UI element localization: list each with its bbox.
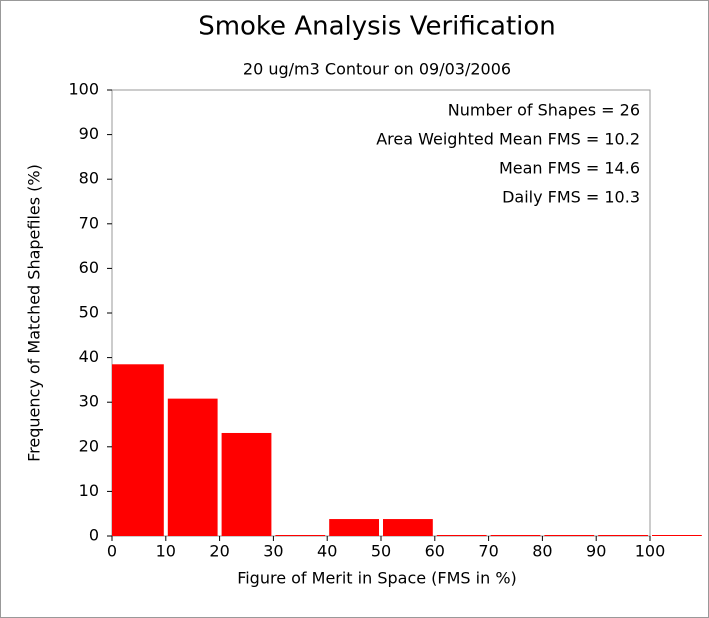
- annotation: Area Weighted Mean FMS = 10.2: [376, 130, 640, 149]
- y-tick-label: 0: [89, 526, 99, 545]
- x-axis-label: Figure of Merit in Space (FMS in %): [237, 569, 517, 588]
- x-tick-label: 80: [532, 542, 552, 561]
- x-tick-label: 30: [263, 542, 283, 561]
- x-tick-label: 100: [635, 542, 666, 561]
- bar: [436, 535, 487, 536]
- y-tick-label: 60: [79, 258, 99, 277]
- bar: [112, 364, 164, 536]
- bar: [275, 535, 326, 536]
- chart-title: Smoke Analysis Verification: [198, 12, 556, 42]
- x-tick-label: 50: [371, 542, 391, 561]
- bar: [383, 519, 433, 536]
- bar: [329, 519, 379, 536]
- y-axis-label: Frequency of Matched Shapefiles (%): [25, 164, 44, 462]
- bar: [544, 535, 595, 536]
- chart-subtitle: 20 ug/m3 Contour on 09/03/2006: [243, 60, 511, 79]
- y-tick-label: 10: [79, 481, 99, 500]
- x-tick-label: 90: [586, 542, 606, 561]
- y-tick-label: 80: [79, 169, 99, 188]
- x-tick-label: 40: [317, 542, 337, 561]
- x-tick-label: 60: [425, 542, 445, 561]
- annotation: Daily FMS = 10.3: [502, 188, 640, 207]
- y-tick-label: 70: [79, 213, 99, 232]
- annotation: Number of Shapes = 26: [448, 101, 640, 120]
- bar: [221, 432, 272, 536]
- y-tick-label: 30: [79, 392, 99, 411]
- annotation: Mean FMS = 14.6: [499, 159, 640, 178]
- y-tick-label: 100: [68, 80, 99, 99]
- y-tick-label: 50: [79, 303, 99, 322]
- x-tick-label: 70: [478, 542, 498, 561]
- y-tick-label: 90: [79, 124, 99, 143]
- bar: [490, 535, 541, 536]
- bar: [652, 535, 702, 536]
- x-tick-label: 0: [107, 542, 117, 561]
- bar: [167, 398, 218, 536]
- x-tick-label: 20: [209, 542, 229, 561]
- bar: [598, 535, 648, 536]
- y-tick-label: 20: [79, 436, 99, 455]
- x-tick-label: 10: [156, 542, 176, 561]
- y-tick-label: 40: [79, 347, 99, 366]
